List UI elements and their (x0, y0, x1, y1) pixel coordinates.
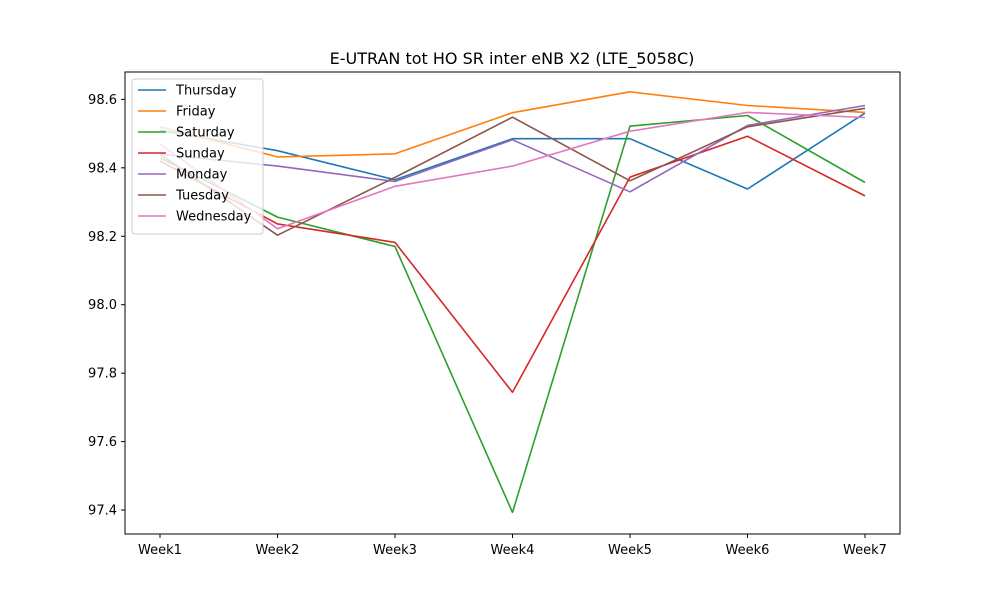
x-tick-label: Week6 (726, 543, 770, 558)
x-tick-label: Week1 (138, 543, 182, 558)
y-tick-label: 97.4 (88, 504, 117, 519)
legend-label: Thursday (175, 84, 237, 99)
x-tick-label: Week4 (491, 543, 535, 558)
x-tick-label: Week2 (256, 543, 300, 558)
y-tick-label: 98.0 (88, 298, 117, 313)
chart-title: E-UTRAN tot HO SR inter eNB X2 (LTE_5058… (330, 49, 695, 69)
legend-label: Sunday (176, 147, 225, 162)
legend-label: Monday (176, 168, 228, 183)
x-tick-label: Week5 (608, 543, 652, 558)
y-tick-label: 98.2 (88, 230, 117, 245)
legend-label: Wednesday (176, 210, 252, 225)
series-line-saturday (159, 114, 866, 514)
legend-label: Friday (176, 105, 216, 120)
x-axis: Week1 Week2 Week3 Week4 Week5 Week6 Week7 (138, 534, 887, 558)
legend-label: Saturday (176, 126, 235, 141)
series-line-monday (159, 104, 866, 193)
series-line-wednesday (159, 111, 866, 230)
legend-label: Tuesday (175, 189, 229, 204)
series-line-thursday (159, 112, 866, 190)
series-lines (159, 91, 866, 514)
y-tick-label: 97.6 (88, 435, 117, 450)
y-tick-label: 98.4 (88, 161, 117, 176)
y-tick-label: 98.6 (88, 93, 117, 108)
x-tick-label: Week3 (373, 543, 417, 558)
y-tick-label: 97.8 (88, 367, 117, 382)
legend: Thursday Friday Saturday Sunday Monday Tuesda… (131, 78, 264, 235)
series-line-sunday (159, 135, 866, 394)
y-axis: 97.4 97.6 97.8 98.0 98.2 98.4 98.6 (88, 93, 125, 519)
x-tick-label: Week7 (843, 543, 887, 558)
series-line-friday (159, 91, 866, 158)
series-line-tuesday (159, 107, 866, 236)
